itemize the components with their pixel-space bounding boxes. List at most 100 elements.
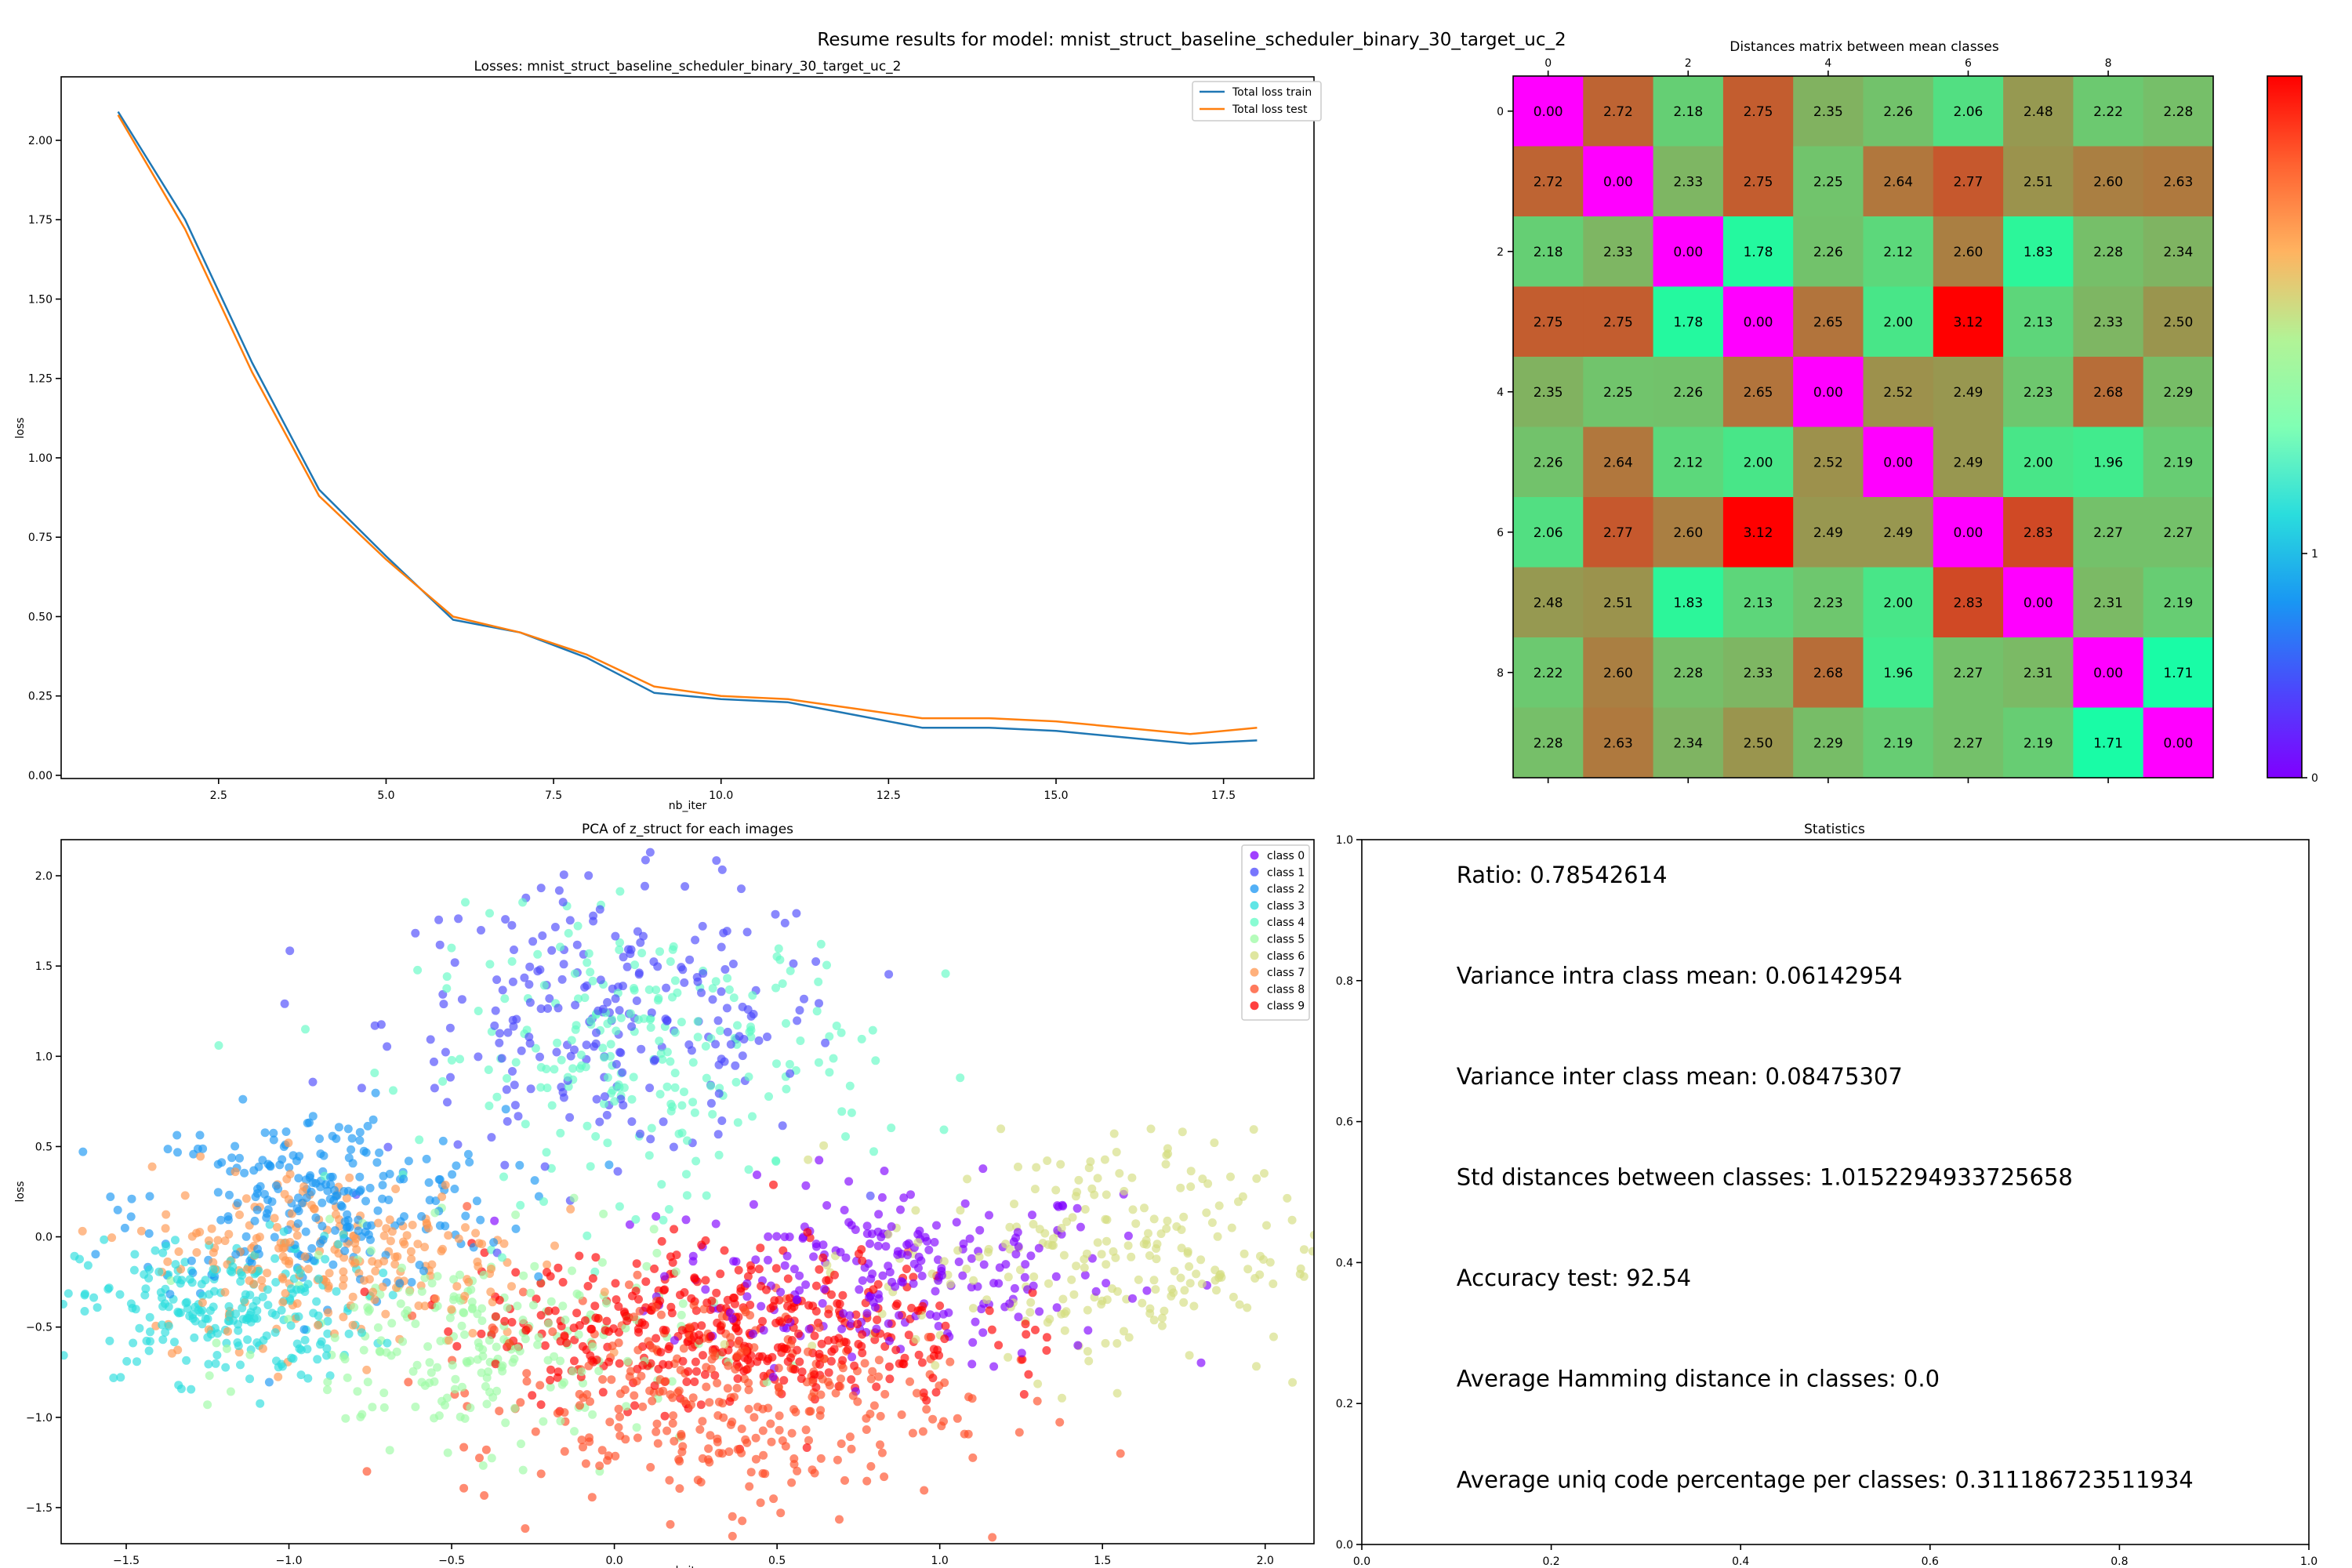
scatter-point-class-9 <box>557 1322 566 1330</box>
scatter-point-class-6 <box>1189 1301 1199 1311</box>
scatter-point-class-1 <box>517 1046 526 1055</box>
heatmap-cell <box>2073 567 2144 638</box>
scatter-point-class-3 <box>105 1336 114 1345</box>
scatter-point-class-9 <box>884 1362 894 1371</box>
scatter-point-class-9 <box>678 1356 688 1366</box>
scatter-point-class-9 <box>546 1272 555 1281</box>
scatter-point-class-5 <box>456 1270 464 1279</box>
scatter-point-class-8 <box>745 1482 754 1491</box>
scatter-point-class-2 <box>269 1135 278 1145</box>
scatter-point-class-9 <box>677 1326 687 1335</box>
loss-ytick-label: 0.50 <box>28 611 53 623</box>
scatter-point-class-7 <box>447 1305 456 1314</box>
scatter-point-class-6 <box>1080 1254 1089 1264</box>
loss-xtick-label: 2.5 <box>210 789 227 802</box>
scatter-point-class-0 <box>1011 1250 1021 1259</box>
heatmap-cell <box>1722 286 1794 358</box>
scatter-point-class-4 <box>654 993 663 1003</box>
scatter-point-class-9 <box>919 1388 928 1397</box>
scatter-point-class-1 <box>510 946 518 954</box>
scatter-point-class-0 <box>978 1164 988 1174</box>
scatter-point-class-0 <box>909 1259 919 1269</box>
heatmap-cell <box>2073 497 2144 568</box>
scatter-point-class-8 <box>732 1384 742 1393</box>
scatter-point-class-2 <box>252 1205 262 1214</box>
scatter-point-class-4 <box>442 972 452 982</box>
scatter-point-class-4 <box>825 1032 834 1041</box>
scatter-point-class-4 <box>812 1007 822 1016</box>
scatter-point-class-7 <box>368 1287 378 1297</box>
scatter-point-class-8 <box>968 1453 978 1462</box>
scatter-point-class-5 <box>456 1412 465 1421</box>
heatmap-cell-label: 2.75 <box>1534 314 1563 330</box>
scatter-point-class-1 <box>742 927 752 937</box>
heatmap-cell-label: 2.49 <box>1954 455 1984 470</box>
scatter-point-class-1 <box>508 977 517 986</box>
scatter-point-class-6 <box>1140 1203 1149 1213</box>
scatter-point-class-7 <box>550 1241 559 1250</box>
scatter-point-class-6 <box>1029 1220 1038 1229</box>
scatter-point-class-2 <box>266 1162 275 1171</box>
scatter-legend-swatch <box>1250 867 1259 877</box>
scatter-point-class-6 <box>1134 1275 1143 1284</box>
scatter-point-class-8 <box>707 1355 717 1364</box>
scatter-point-class-7 <box>374 1218 383 1228</box>
scatter-point-class-8 <box>633 1345 643 1355</box>
scatter-point-class-4 <box>456 1054 464 1064</box>
scatter-point-class-0 <box>1123 1231 1133 1240</box>
scatter-point-class-9 <box>815 1265 824 1274</box>
scatter-point-class-9 <box>491 1312 500 1321</box>
scatter-point-class-5 <box>420 1381 430 1390</box>
scatter-point-class-5 <box>560 1377 568 1387</box>
scatter-point-class-4 <box>415 1135 424 1145</box>
heatmap-cell <box>1653 567 1724 638</box>
scatter-point-class-6 <box>1283 1193 1292 1203</box>
scatter-point-class-8 <box>918 1427 927 1436</box>
scatter-point-class-7 <box>438 1244 447 1254</box>
scatter-point-class-7 <box>78 1226 87 1236</box>
statistics-panel: Statistics 0.0 0.2 0.4 0.6 0.8 1.00.00.20.40.… <box>1336 822 2318 1568</box>
scatter-point-class-0 <box>749 1200 758 1209</box>
scatter-point-class-7 <box>303 1265 313 1274</box>
scatter-point-class-9 <box>575 1251 584 1261</box>
scatter-point-class-3 <box>80 1307 89 1316</box>
heatmap-cell-label: 0.00 <box>1954 525 1984 541</box>
scatter-point-class-2 <box>336 1201 346 1210</box>
heatmap-cell-label: 2.29 <box>2163 385 2193 401</box>
scatter-point-class-7 <box>407 1254 416 1264</box>
scatter-point-class-1 <box>711 1040 720 1049</box>
scatter-point-class-4 <box>683 1136 691 1145</box>
scatter-point-class-9 <box>690 1377 699 1386</box>
scatter-point-class-6 <box>1424 1267 1432 1276</box>
scatter-point-class-9 <box>797 1374 806 1383</box>
scatter-point-class-7 <box>223 1327 232 1336</box>
scatter-point-class-1 <box>616 1048 626 1058</box>
scatter-point-class-2 <box>355 1187 365 1196</box>
scatter-point-class-7 <box>393 1252 402 1261</box>
scatter-point-class-6 <box>1262 1221 1271 1230</box>
heatmap-cell-label: 1.71 <box>2093 735 2123 751</box>
scatter-point-class-7 <box>3 1156 12 1164</box>
scatter-point-class-4 <box>847 1108 856 1117</box>
scatter-point-class-1 <box>641 855 650 865</box>
scatter-point-class-1 <box>693 977 702 986</box>
scatter-point-class-4 <box>607 1088 616 1098</box>
scatter-point-class-0 <box>1073 1341 1083 1350</box>
scatter-point-class-9 <box>838 1356 848 1365</box>
scatter-point-class-6 <box>1138 1298 1147 1308</box>
scatter-point-class-6 <box>1057 1224 1066 1232</box>
scatter-point-class-9 <box>444 1327 453 1336</box>
scatter-legend-label: class 8 <box>1267 983 1305 996</box>
scatter-point-class-8 <box>988 1533 997 1542</box>
scatter-legend-swatch <box>1250 917 1259 927</box>
scatter-point-class-6 <box>1252 1362 1261 1371</box>
scatter-point-class-1 <box>508 1067 517 1076</box>
scatter-point-class-4 <box>691 1156 701 1166</box>
heatmap-cell-label: 2.00 <box>1883 314 1913 330</box>
heatmap-cell-label: 2.28 <box>2093 245 2123 260</box>
scatter-point-class-6 <box>1183 1247 1192 1256</box>
scatter-point-class-4 <box>591 1132 601 1141</box>
scatter-point-class-1 <box>717 865 727 874</box>
scatter-point-class-0 <box>804 1324 814 1334</box>
scatter-point-class-4 <box>778 979 787 989</box>
